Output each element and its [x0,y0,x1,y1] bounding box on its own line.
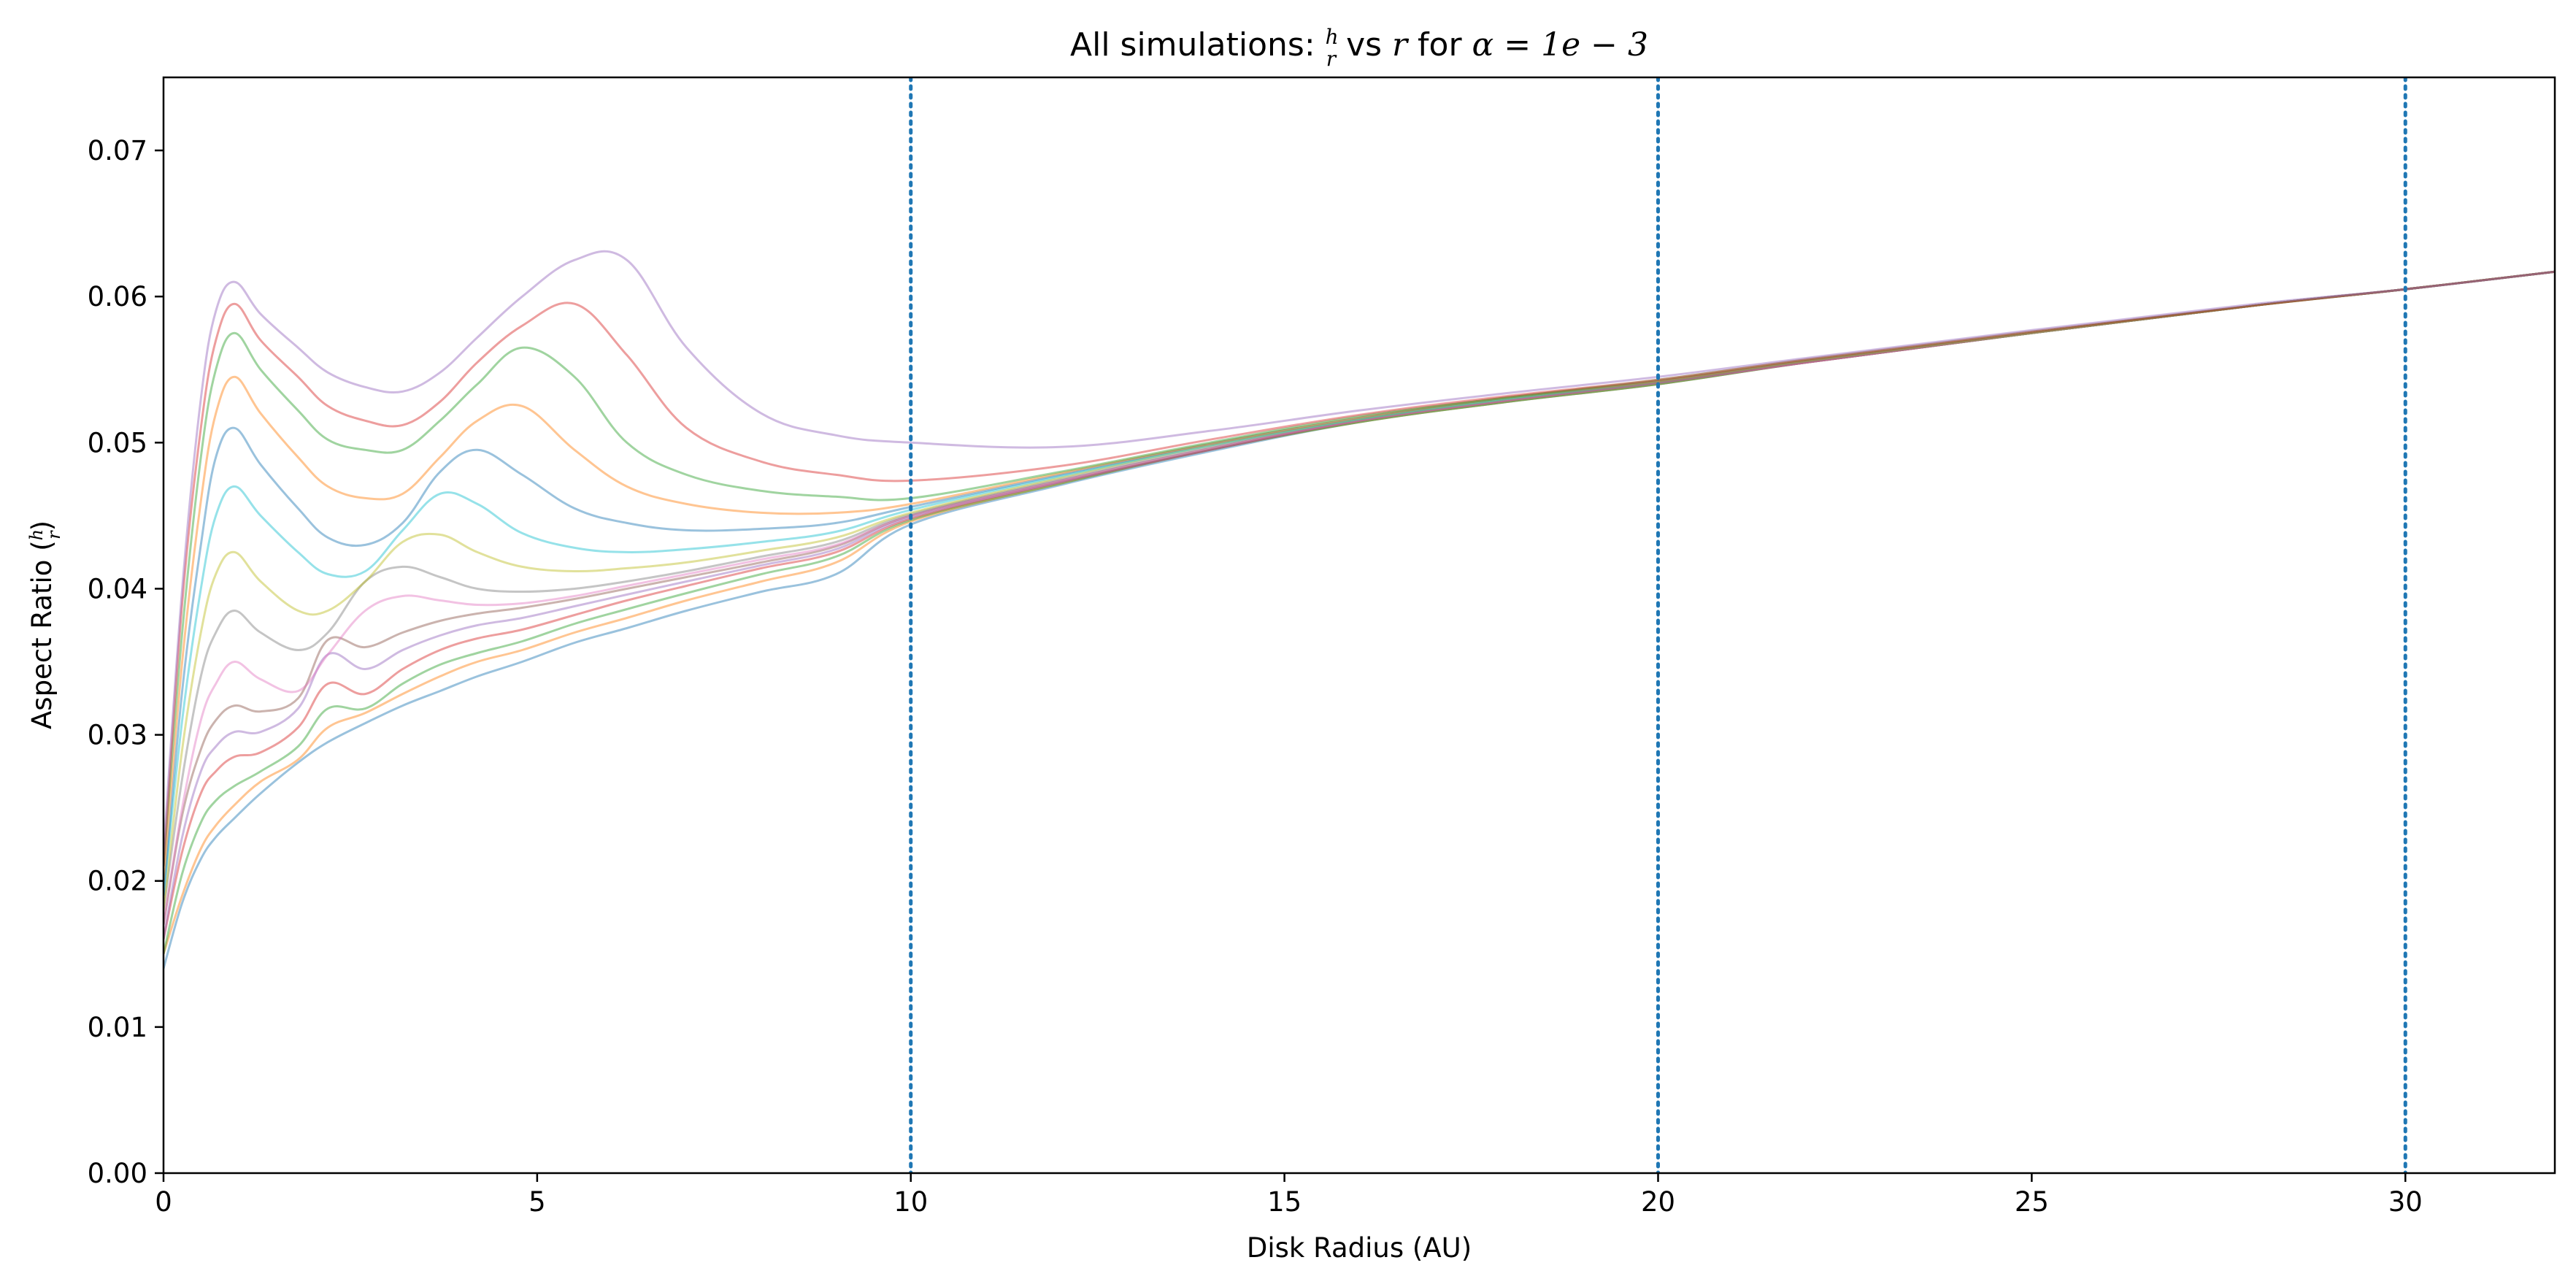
y-tick-label: 0.05 [88,427,147,458]
y-tick-label: 0.04 [88,573,147,604]
series-line [164,270,2555,940]
reference-lines [909,77,2407,1173]
series-line [164,270,2555,969]
series-line [164,270,2555,910]
x-tick-label: 0 [155,1186,172,1218]
series-line [164,270,2555,911]
series-line [164,270,2555,867]
y-tick-label: 0.06 [88,281,147,312]
x-tick-label: 30 [2388,1186,2423,1218]
x-tick-label: 15 [1267,1186,1302,1218]
x-tick-label: 10 [893,1186,928,1218]
series-line [164,270,2555,940]
series-line [164,270,2555,881]
x-axis-label: Disk Radius (AU) [1247,1232,1472,1264]
series-line [164,250,2555,852]
x-tick-label: 20 [1641,1186,1675,1218]
series-line [164,270,2555,955]
series-line [164,270,2555,896]
series-line [164,270,2555,955]
series-line [164,270,2555,867]
series-lines [164,250,2555,969]
x-tick-label: 5 [528,1186,546,1218]
series-line [164,270,2555,926]
series-line [164,270,2555,896]
y-axis-ticks: 0.00 0.01 0.02 0.03 0.04 0.05 0.06 0.07 [88,135,164,1189]
x-axis-ticks: 0 5 10 15 20 25 30 [155,1173,2423,1218]
y-tick-label: 0.02 [88,866,147,897]
y-tick-label: 0.00 [88,1158,147,1189]
series-line [164,270,2555,926]
y-tick-label: 0.03 [88,720,147,751]
y-tick-label: 0.07 [88,135,147,166]
x-tick-label: 25 [2015,1186,2049,1218]
y-axis-label: Aspect Ratio (hr) [26,520,64,729]
y-tick-label: 0.01 [88,1012,147,1043]
plot-frame [162,76,2556,1175]
